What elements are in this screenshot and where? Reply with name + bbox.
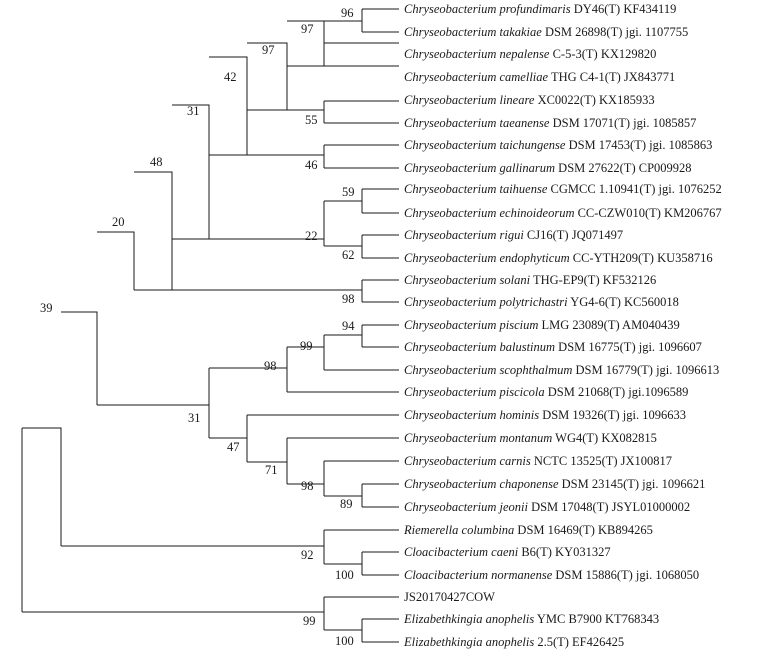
bootstrap-46: 46 — [305, 158, 318, 172]
taxon-label: Riemerella columbina DSM 16469(T) KB8942… — [403, 523, 653, 537]
taxon-label: Cloacibacterium caeni B6(T) KY031327 — [404, 545, 611, 559]
taxon-label: Chryseobacterium gallinarum DSM 27622(T)… — [404, 161, 692, 175]
leaf-profundimaris — [361, 8, 399, 32]
bootstrap-20: 20 — [112, 215, 125, 229]
bootstrap-99a: 99 — [300, 339, 313, 353]
taxon-label: Chryseobacterium taichungense DSM 17453(… — [404, 138, 712, 152]
bootstrap-39: 39 — [40, 301, 53, 315]
taxon-label: Chryseobacterium piscium LMG 23089(T) AM… — [404, 318, 680, 332]
taxon-label: Chryseobacterium solani THG-EP9(T) KF532… — [404, 273, 656, 287]
branch-clade-96 — [324, 20, 363, 32]
taxon-label: Chryseobacterium taeanense DSM 17071(T) … — [404, 116, 696, 130]
bootstrap-59: 59 — [342, 185, 355, 199]
taxon-label: Chryseobacterium takakiae DSM 26898(T) j… — [404, 25, 688, 39]
bootstrap-values: 96 97 97 42 55 31 46 48 59 22 62 20 98 3… — [40, 6, 355, 648]
bootstrap-22: 22 — [305, 229, 318, 243]
bootstrap-31a: 31 — [187, 104, 200, 118]
taxon-label: Chryseobacterium endophyticum CC-YTH209(… — [404, 251, 713, 265]
bootstrap-100a: 100 — [335, 568, 354, 582]
bootstrap-98b: 98 — [264, 359, 277, 373]
branch-clade-48 — [134, 171, 173, 290]
bootstrap-42: 42 — [224, 70, 237, 84]
leaf-solani — [324, 279, 399, 291]
bootstrap-92: 92 — [301, 548, 314, 562]
taxon-label: Chryseobacterium camelliae THG C4-1(T) J… — [404, 70, 675, 84]
bootstrap-100b: 100 — [335, 634, 354, 648]
taxon-label: Chryseobacterium taihuense CGMCC 1.10941… — [404, 182, 722, 196]
bootstrap-97a: 97 — [301, 22, 314, 36]
taxon-label: Chryseobacterium echinoideorum CC-CZW010… — [404, 206, 722, 220]
bootstrap-98a: 98 — [342, 292, 355, 306]
taxon-label: Chryseobacterium rigui CJ16(T) JQ071497 — [404, 228, 623, 242]
bootstrap-48: 48 — [150, 155, 163, 169]
tree-branches — [21, 8, 399, 643]
taxon-label: Chryseobacterium scophthalmum DSM 16779(… — [404, 363, 719, 377]
taxon-label: Chryseobacterium lineare XC0022(T) KX185… — [404, 93, 655, 107]
taxon-label: Chryseobacterium piscicola DSM 21068(T) … — [404, 385, 688, 399]
bootstrap-47: 47 — [227, 440, 240, 454]
bootstrap-96: 96 — [341, 6, 354, 20]
taxon-label: JS20170427COW — [404, 590, 495, 604]
bootstrap-99b: 99 — [303, 614, 316, 628]
bootstrap-97b: 97 — [262, 43, 275, 57]
branch-chryseo-clade — [61, 311, 98, 405]
bootstrap-89: 89 — [340, 497, 353, 511]
taxon-label: Chryseobacterium hominis DSM 19326(T) jg… — [404, 408, 686, 422]
bootstrap-55: 55 — [305, 113, 318, 127]
bootstrap-94: 94 — [342, 319, 355, 333]
branch-big-clade — [22, 427, 62, 546]
bootstrap-62: 62 — [342, 248, 355, 262]
taxon-labels: Chryseobacterium profundimaris DY46(T) K… — [403, 2, 722, 649]
branch-clade-20-upper — [97, 231, 135, 290]
taxon-label: Chryseobacterium nepalense C-5-3(T) KX12… — [404, 47, 656, 61]
bootstrap-98c: 98 — [301, 479, 314, 493]
taxon-label: Chryseobacterium carnis NCTC 13525(T) JX… — [404, 454, 672, 468]
taxon-label: Chryseobacterium profundimaris DY46(T) K… — [404, 2, 676, 16]
taxon-label: Elizabethkingia anophelis 2.5(T) EF42642… — [403, 635, 624, 649]
branch-clade-31a — [172, 104, 210, 239]
taxon-label: Chryseobacterium balustinum DSM 16775(T)… — [404, 340, 702, 354]
taxon-label: Chryseobacterium jeonii DSM 17048(T) JSY… — [404, 500, 690, 514]
branch-clade-97b — [247, 42, 288, 110]
taxon-label: Elizabethkingia anophelis YMC B7900 KT76… — [403, 612, 659, 626]
leaf-nepalense — [323, 21, 399, 44]
taxon-label: Cloacibacterium normanense DSM 15886(T) … — [404, 568, 699, 582]
taxon-label: Chryseobacterium chaponense DSM 23145(T)… — [404, 477, 705, 491]
bootstrap-31b: 31 — [188, 411, 201, 425]
branch-clade-42 — [209, 56, 248, 155]
taxon-label: Chryseobacterium montanum WG4(T) KX08281… — [404, 431, 657, 445]
taxon-label: Chryseobacterium polytrichastri YG4-6(T)… — [404, 295, 679, 309]
bootstrap-71: 71 — [265, 463, 278, 477]
